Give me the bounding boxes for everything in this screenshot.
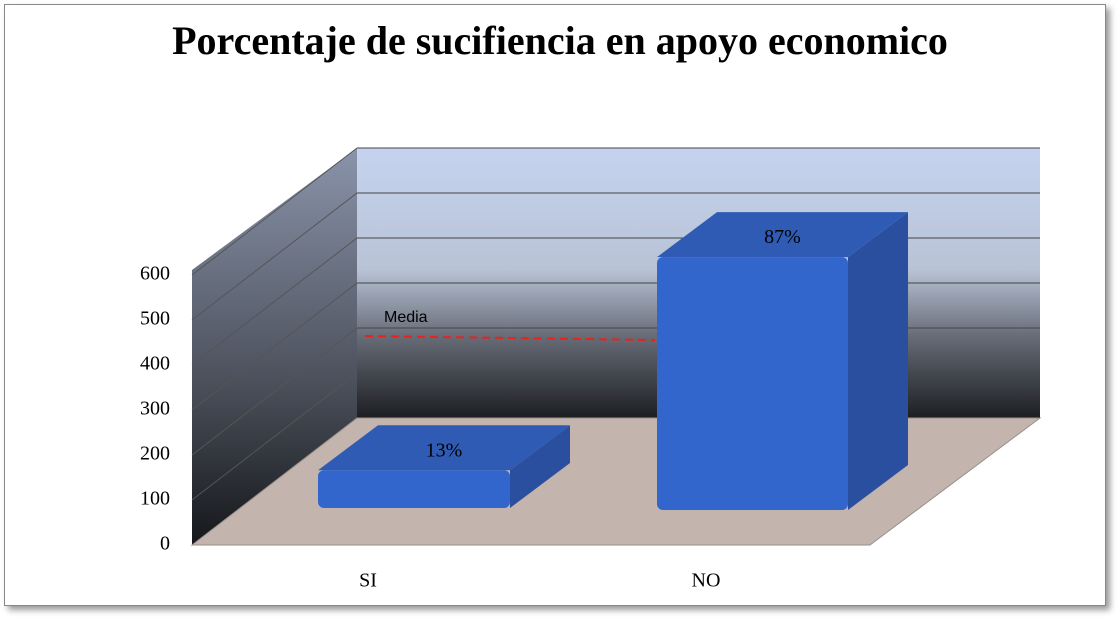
data-label: 13% (426, 439, 463, 461)
y-tick-label: 300 (140, 398, 170, 420)
mean-label: Media (384, 309, 428, 326)
grid-line (191, 327, 358, 456)
data-label: 87% (764, 226, 801, 248)
y-tick-label: 0 (160, 533, 170, 555)
x-tick-label: SI (359, 570, 377, 592)
grid-line (191, 282, 358, 411)
bar (318, 470, 510, 508)
bar-side (848, 212, 908, 510)
grid-line (191, 237, 358, 366)
bar-top (657, 212, 908, 258)
grid-line (191, 372, 358, 501)
bar-top (318, 425, 570, 471)
grid-line (191, 192, 358, 321)
mean-line (364, 335, 656, 341)
y-tick-label: 100 (140, 488, 170, 510)
y-tick-label: 500 (140, 308, 170, 330)
bar-side (510, 425, 570, 508)
y-tick-label: 600 (140, 263, 170, 285)
chart-title: Porcentaje de sucifiencia en apoyo econo… (172, 18, 948, 63)
y-tick-label: 200 (140, 443, 170, 465)
y-tick-label: 400 (140, 353, 170, 375)
bar (657, 257, 848, 510)
grid-line (191, 147, 358, 276)
x-tick-label: NO (692, 570, 721, 592)
